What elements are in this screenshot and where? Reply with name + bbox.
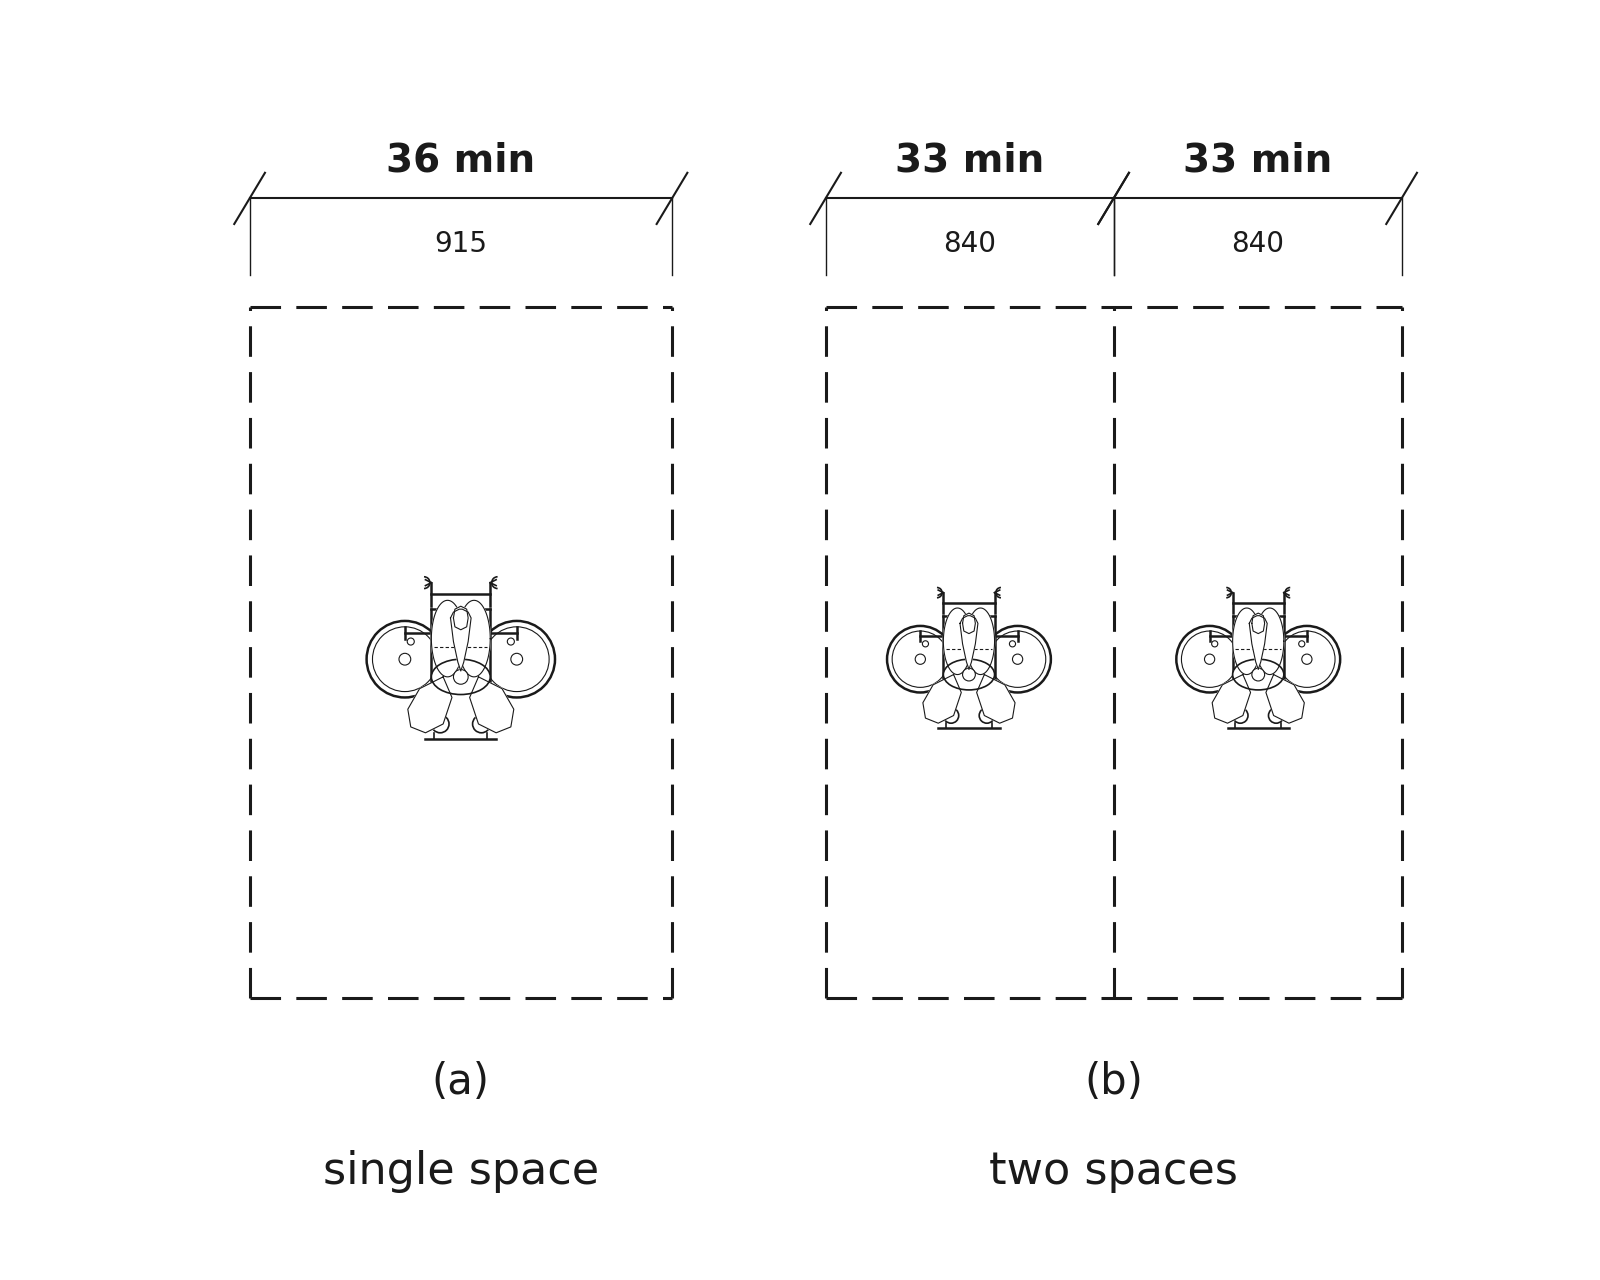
Polygon shape (1266, 675, 1304, 723)
Text: 840: 840 (1230, 230, 1285, 259)
Circle shape (1299, 641, 1306, 646)
Text: (b): (b) (1085, 1061, 1142, 1102)
Ellipse shape (944, 659, 995, 690)
Circle shape (408, 637, 414, 645)
Circle shape (1205, 654, 1214, 664)
Circle shape (432, 716, 450, 732)
Circle shape (1302, 654, 1312, 664)
Text: 33 min: 33 min (894, 141, 1045, 179)
Circle shape (1176, 626, 1243, 692)
Polygon shape (1213, 675, 1251, 723)
Polygon shape (923, 675, 962, 723)
Circle shape (1211, 641, 1218, 646)
Text: single space: single space (323, 1149, 598, 1193)
Polygon shape (432, 600, 464, 677)
Polygon shape (960, 616, 978, 669)
Circle shape (478, 621, 555, 698)
Circle shape (1010, 641, 1016, 646)
Circle shape (398, 653, 411, 666)
Polygon shape (1232, 608, 1261, 675)
Text: 36 min: 36 min (386, 141, 536, 179)
Polygon shape (470, 677, 514, 732)
Polygon shape (451, 609, 470, 671)
Text: 33 min: 33 min (1182, 141, 1333, 179)
Polygon shape (458, 600, 490, 677)
Circle shape (1274, 626, 1341, 692)
Circle shape (472, 716, 490, 732)
Circle shape (366, 621, 443, 698)
Circle shape (507, 637, 514, 645)
Polygon shape (1250, 616, 1267, 669)
Polygon shape (408, 677, 451, 732)
Ellipse shape (1232, 659, 1283, 690)
Circle shape (886, 626, 954, 692)
Circle shape (1232, 708, 1248, 723)
Circle shape (1269, 708, 1283, 723)
Text: 915: 915 (434, 230, 488, 259)
Circle shape (979, 708, 995, 723)
Circle shape (1251, 668, 1264, 681)
Polygon shape (963, 613, 976, 634)
Circle shape (984, 626, 1051, 692)
Polygon shape (1256, 608, 1283, 675)
Polygon shape (453, 607, 469, 630)
Text: (a): (a) (432, 1061, 490, 1102)
Circle shape (1013, 654, 1022, 664)
Circle shape (963, 668, 976, 681)
Polygon shape (976, 675, 1014, 723)
Polygon shape (966, 608, 995, 675)
Text: two spaces: two spaces (989, 1149, 1238, 1193)
Polygon shape (1251, 613, 1264, 634)
Ellipse shape (432, 659, 490, 695)
Circle shape (944, 708, 958, 723)
Circle shape (510, 653, 523, 666)
Circle shape (453, 669, 469, 685)
Circle shape (922, 641, 928, 646)
Circle shape (915, 654, 925, 664)
Polygon shape (944, 608, 971, 675)
Text: 840: 840 (942, 230, 997, 259)
